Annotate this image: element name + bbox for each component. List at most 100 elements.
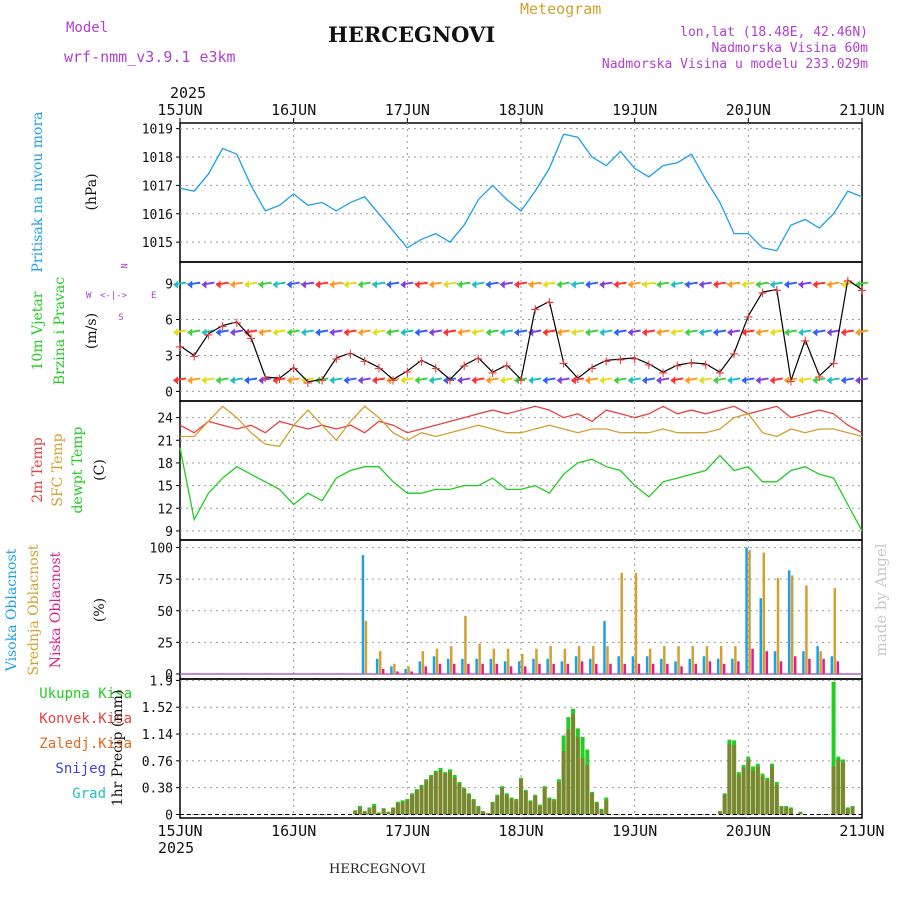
wind-arrowhead	[641, 328, 647, 337]
cloud-bar-low	[680, 666, 683, 674]
x-tick-label-bottom: 21JUN	[839, 822, 884, 840]
wind-arrowhead	[698, 376, 704, 385]
model-elevation-text: Nadmorska Visina u modelu 233.029m	[601, 57, 868, 72]
wind-arrowhead	[371, 328, 377, 337]
precip-bar-convective	[386, 812, 391, 815]
wind-arrowhead	[442, 328, 448, 337]
cloud-bar-mid	[521, 653, 524, 674]
model-label: Model	[66, 20, 109, 36]
y-tick-label: 0	[165, 385, 173, 400]
cloud-bar-low	[509, 666, 513, 674]
precip-bar-convective	[495, 796, 500, 815]
y-tick-label: 1.14	[142, 728, 173, 743]
wind-speed-marker: +	[501, 359, 512, 374]
wind-arrowhead	[741, 280, 747, 289]
wind-speed-marker: +	[487, 366, 498, 381]
cloud-bar-mid	[606, 646, 609, 674]
wind-arrowhead	[272, 280, 278, 289]
cloud-bar-high	[390, 666, 393, 674]
precip-bar-convective	[604, 800, 609, 815]
cloud-axis-title-3: Niska Oblacnost	[48, 551, 64, 668]
y-tick-label: 6	[165, 314, 173, 329]
wind-arrowhead	[499, 376, 505, 385]
wind-speed-marker: +	[800, 334, 811, 349]
wind-arrowhead	[499, 280, 505, 289]
wind-arrowhead	[613, 376, 619, 385]
cloud-bar-low	[765, 651, 769, 674]
wind-arrowhead	[741, 328, 747, 337]
wind-arrowhead	[173, 328, 178, 337]
y-tick-label: 50	[157, 605, 173, 620]
wind-arrowhead	[542, 328, 548, 337]
precip-bar-convective	[528, 801, 533, 815]
wind-arrowhead	[457, 328, 463, 337]
cloud-bar-low	[495, 663, 499, 674]
y-tick-label: 12	[157, 502, 173, 517]
precip-bar-convective	[443, 773, 448, 815]
wind-speed-marker: +	[416, 354, 427, 369]
precip-bar-convective	[537, 806, 542, 815]
cloud-bar-low	[722, 663, 726, 674]
cloud-bar-high	[489, 658, 493, 674]
wind-speed-marker: +	[189, 349, 200, 364]
precip-bar-convective	[438, 770, 443, 815]
precip-bar-convective	[452, 777, 457, 815]
cloud-bar-low	[580, 661, 584, 674]
wind-arrowhead	[727, 280, 733, 289]
cloud-bar-high	[816, 646, 819, 674]
cloud-bar-low	[609, 663, 612, 674]
cloud-bar-high	[787, 570, 791, 674]
cloud-bar-high	[404, 668, 407, 674]
cloud-axis-title: Visoka Oblacnost	[4, 548, 20, 672]
wind-arrowhead	[599, 280, 605, 289]
precip-legend-graupel: Grad	[72, 786, 106, 802]
wind-arrowhead	[656, 328, 662, 337]
cloud-bar-mid	[776, 577, 780, 674]
wind-speed-marker: +	[217, 320, 228, 335]
cloud-bar-high	[631, 656, 635, 674]
precip-bar-convective	[760, 776, 765, 815]
wind-arrowhead	[556, 376, 562, 385]
panel-frame-pressure	[179, 122, 863, 263]
precip-unit-label: 1hr Precip (mm)	[110, 690, 126, 807]
cloud-bar-low	[452, 663, 456, 674]
cloud-bar-mid	[762, 552, 766, 674]
cloud-bar-high	[731, 658, 734, 674]
wind-arrowhead	[229, 376, 235, 385]
wind-arrowhead	[414, 328, 420, 337]
year-top: 2025	[170, 84, 207, 102]
cloud-bar-high	[574, 656, 578, 674]
cloud-bar-low	[524, 666, 527, 674]
cloud-bar-low	[779, 661, 783, 674]
cloud-bar-mid	[577, 646, 581, 674]
wind-arrowhead	[485, 376, 491, 385]
temp-series-2	[179, 447, 863, 532]
precip-bar-convective	[547, 798, 552, 815]
wind-arrowhead	[783, 280, 789, 289]
wind-arrowhead	[442, 376, 448, 385]
cloud-bar-mid	[833, 588, 837, 674]
y-tick-label: 1.9	[150, 674, 173, 689]
x-tick-label-bottom: 17JUN	[385, 822, 430, 840]
cloud-bar-mid	[535, 648, 538, 674]
precip-bar-convective	[447, 772, 452, 815]
wind-speed-marker: +	[359, 354, 370, 369]
precip-bar-convective	[433, 772, 438, 815]
cloud-unit-label: (%)	[92, 598, 108, 622]
cloud-bar-high	[745, 547, 748, 674]
cloud-bar-mid	[719, 646, 723, 674]
cloud-bar-high	[432, 656, 436, 674]
wind-arrowhead	[670, 376, 676, 385]
y-tick-label: 1017	[142, 179, 173, 194]
wind-speed-marker: +	[274, 372, 285, 387]
wind-arrowhead	[812, 280, 818, 289]
wind-speed-marker: +	[402, 365, 413, 380]
precip-bar-convective	[841, 762, 846, 815]
wind-arrowhead	[528, 280, 534, 289]
wind-arrowhead	[499, 328, 505, 337]
y-tick-label: 1015	[142, 236, 173, 251]
wind-arrowhead	[840, 328, 846, 337]
wind-arrowhead	[798, 376, 804, 385]
precip-bar-convective	[594, 803, 599, 815]
precip-bar-total	[831, 681, 836, 815]
